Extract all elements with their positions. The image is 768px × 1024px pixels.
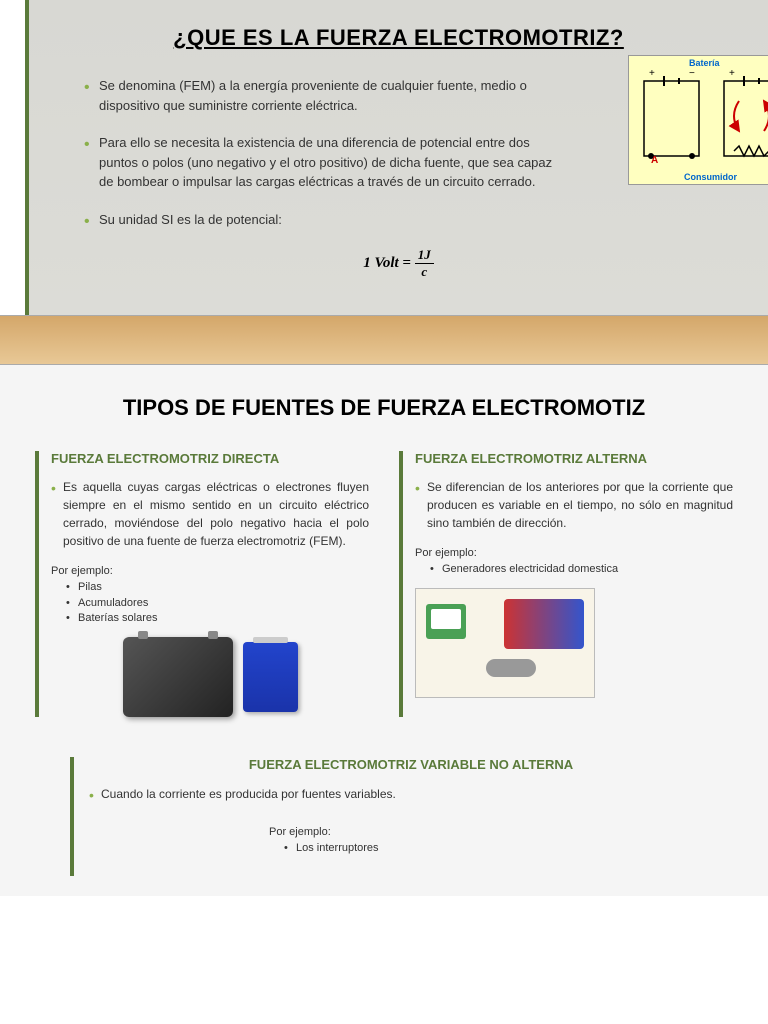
svg-text:+: +: [649, 68, 655, 79]
ejemplo-list-right: Generadores electricidad domestica: [415, 562, 733, 577]
formula-lhs: 1 Volt =: [363, 255, 411, 271]
ejemplo-label: Por ejemplo:: [51, 565, 369, 577]
slide-1: ¿QUE ES LA FUERZA ELECTROMOTRIZ? Se deno…: [25, 0, 768, 315]
consumer-label: Consumidor: [684, 172, 737, 182]
text-directa: Es aquella cuyas cargas eléctricas o ele…: [51, 478, 369, 550]
slide2-title: TIPOS DE FUENTES DE FUERZA ELECTROMOTIZ: [35, 395, 733, 421]
wood-divider: [0, 315, 768, 365]
list-item: Los interruptores: [284, 841, 733, 856]
list-item: Pilas: [66, 580, 369, 595]
car-battery-image: [123, 637, 233, 717]
slide1-title: ¿QUE ES LA FUERZA ELECTROMOTRIZ?: [79, 25, 718, 51]
svg-text:+: +: [729, 68, 735, 79]
list-item: Acumuladores: [66, 596, 369, 611]
label-a: A: [651, 155, 658, 166]
bullet-item: Su unidad SI es la de potencial:: [84, 210, 564, 230]
ejemplo-label: Por ejemplo:: [415, 547, 733, 559]
subheading-variable: FUERZA ELECTROMOTRIZ VARIABLE NO ALTERNA: [89, 757, 733, 772]
formula-denominator: c: [415, 264, 434, 280]
formula: 1 Volt = 1J c: [79, 247, 718, 280]
subheading-directa: FUERZA ELECTROMOTRIZ DIRECTA: [51, 451, 369, 466]
list-item: Baterías solares: [66, 611, 369, 626]
text-alterna: Se diferencian de los anteriores por que…: [415, 478, 733, 532]
9v-battery-image: [243, 642, 298, 712]
ejemplo-list-variable: Los interruptores: [269, 841, 733, 856]
bullet-item: Se denomina (FEM) a la energía provenien…: [84, 76, 564, 115]
column-alterna: FUERZA ELECTROMOTRIZ ALTERNA Se diferenc…: [399, 451, 733, 716]
ejemplo-label: Por ejemplo:: [269, 826, 733, 838]
formula-numerator: 1J: [415, 247, 434, 264]
list-item: Generadores electricidad domestica: [430, 562, 733, 577]
images-left: [51, 637, 369, 717]
svg-text:−: −: [689, 68, 695, 79]
slide1-bullets: Se denomina (FEM) a la energía provenien…: [79, 76, 718, 229]
slide-2: TIPOS DE FUENTES DE FUERZA ELECTROMOTIZ …: [0, 365, 768, 896]
subheading-alterna: FUERZA ELECTROMOTRIZ ALTERNA: [415, 451, 733, 466]
bullet-item: Para ello se necesita la existencia de u…: [84, 133, 564, 192]
text-variable: Cuando la corriente es producida por fue…: [89, 787, 733, 801]
section-variable: FUERZA ELECTROMOTRIZ VARIABLE NO ALTERNA…: [70, 757, 733, 876]
generator-image: [415, 588, 595, 698]
ejemplo-list-left: Pilas Acumuladores Baterías solares: [51, 580, 369, 626]
column-directa: FUERZA ELECTROMOTRIZ DIRECTA Es aquella …: [35, 451, 369, 716]
circuit-diagram: Batería + − + − A B Consumid: [628, 55, 768, 185]
